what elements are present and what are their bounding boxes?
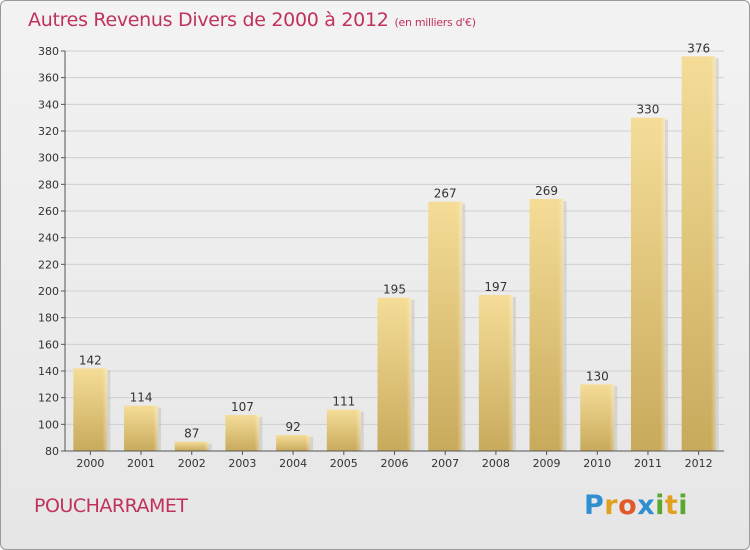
x-tick-label: 2004 — [279, 457, 307, 470]
logo-letter: P — [584, 490, 605, 521]
bar-highlight — [630, 117, 665, 452]
bar-highlight — [326, 409, 361, 451]
bar-highlight — [225, 415, 260, 451]
y-tick-label: 380 — [38, 45, 59, 58]
bars: 142 114 87 107 92 111 195 267 197 269 130 330 376 — [73, 41, 719, 452]
y-tick-label: 100 — [38, 418, 59, 431]
bar-highlight — [580, 384, 615, 451]
x-tick-label: 2007 — [431, 457, 459, 470]
value-label: 267 — [434, 187, 457, 201]
bar-highlight — [276, 435, 311, 451]
value-label: 195 — [383, 283, 406, 297]
x-tick-label: 2005 — [330, 457, 358, 470]
y-axis: 80 100 120 140 160 180 200 220 240 260 280 300 320 34… — [38, 45, 66, 458]
value-label: 130 — [586, 369, 609, 383]
city-name: POUCHARRAMET — [34, 495, 188, 517]
bar-highlight — [681, 56, 716, 451]
y-tick-label: 260 — [38, 205, 59, 218]
logo-letter: i — [678, 490, 689, 521]
y-tick-label: 280 — [38, 178, 59, 191]
y-tick-label: 220 — [38, 258, 59, 271]
value-label: 107 — [231, 400, 254, 414]
value-label: 114 — [130, 391, 153, 405]
x-axis: 2000 2001 2002 2003 2004 2005 2006 2007 2008 2009… — [65, 450, 724, 470]
logo-letter: o — [618, 490, 638, 521]
y-tick-label: 340 — [38, 98, 59, 111]
value-label: 92 — [285, 420, 300, 434]
value-label: 197 — [484, 280, 507, 294]
x-tick-label: 2003 — [228, 457, 256, 470]
y-tick-label: 240 — [38, 232, 59, 245]
value-label: 111 — [332, 395, 355, 409]
x-tick-label: 2009 — [533, 457, 561, 470]
x-tick-label: 2012 — [685, 457, 713, 470]
x-tick-label: 2006 — [381, 457, 409, 470]
x-tick-label: 2010 — [583, 457, 611, 470]
y-tick-label: 320 — [38, 125, 59, 138]
bar-highlight — [478, 295, 513, 451]
value-label: 269 — [535, 184, 558, 198]
y-tick-label: 140 — [38, 365, 59, 378]
y-tick-label: 300 — [38, 152, 59, 165]
logo-letter: x — [637, 490, 656, 521]
y-tick-label: 200 — [38, 285, 59, 298]
bar-highlight — [174, 441, 209, 451]
bar-highlight — [73, 368, 108, 451]
value-label: 376 — [687, 41, 710, 55]
logo-letter: t — [664, 490, 679, 521]
proxiti-logo: Proxiti — [584, 490, 688, 521]
logo-letter: i — [655, 490, 665, 521]
chart-title-text: Autres Revenus Divers de 2000 à 2012 — [28, 9, 389, 31]
x-tick-label: 2008 — [482, 457, 510, 470]
y-tick-label: 160 — [38, 338, 59, 351]
x-tick-label: 2000 — [76, 457, 104, 470]
x-tick-label: 2011 — [634, 457, 662, 470]
x-tick-label: 2001 — [127, 457, 155, 470]
bar-highlight — [529, 199, 564, 451]
logo-letter: r — [604, 490, 619, 521]
y-tick-label: 80 — [45, 445, 59, 458]
x-tick-label: 2002 — [178, 457, 206, 470]
value-label: 330 — [637, 103, 660, 117]
y-tick-label: 180 — [38, 312, 59, 325]
value-label: 87 — [184, 427, 199, 441]
y-tick-label: 360 — [38, 72, 59, 85]
bar-highlight — [428, 201, 463, 451]
chart-title: Autres Revenus Divers de 2000 à 2012 (en … — [28, 9, 476, 31]
y-tick-label: 120 — [38, 392, 59, 405]
bar-highlight — [124, 405, 159, 451]
bar-highlight — [377, 297, 412, 451]
value-label: 142 — [79, 353, 102, 367]
chart-unit: (en milliers d'€) — [394, 16, 476, 29]
